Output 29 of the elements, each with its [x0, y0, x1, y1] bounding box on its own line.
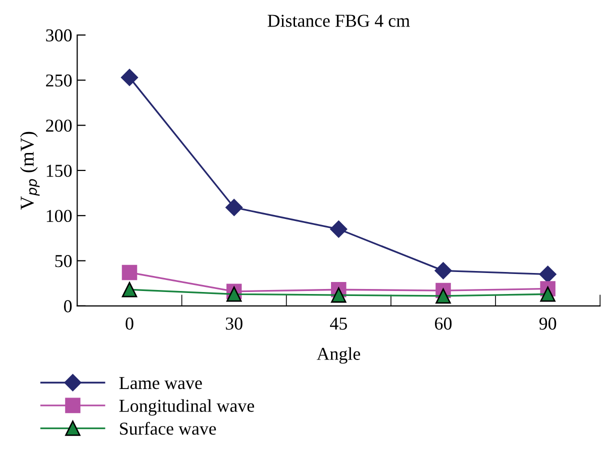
x-tick-label: 90	[539, 318, 556, 330]
y-tick-label: 100	[46, 210, 72, 222]
y-tick-label: 0	[64, 300, 72, 312]
x-tick-label: 0	[126, 318, 134, 330]
y-axis-title: V$_{pp}$ (mV)	[20, 132, 40, 210]
y-tick-label: 150	[46, 164, 72, 177]
point	[120, 68, 138, 86]
legend-label: Surface wave	[120, 422, 216, 435]
point	[226, 198, 243, 216]
y-tick-label: 250	[46, 74, 72, 87]
point	[122, 282, 138, 298]
point	[331, 287, 346, 303]
point	[122, 264, 138, 280]
point	[539, 266, 556, 283]
point	[436, 288, 451, 304]
point	[434, 262, 452, 280]
y-tick-label: 50	[55, 255, 72, 268]
chart-title: Distance FBG 4 cm	[268, 14, 410, 27]
y-tick-label: 200	[46, 120, 72, 132]
x-tick-label: 30	[226, 318, 242, 330]
x-axis-title: Angle	[316, 347, 360, 364]
x-tick-label: 60	[434, 318, 452, 330]
y-tick-label: 300	[46, 29, 72, 42]
point	[330, 220, 348, 238]
legend-label: Longitudinal wave	[119, 399, 254, 416]
point	[540, 286, 556, 302]
point	[226, 286, 242, 302]
x-tick-label: 45	[330, 318, 347, 330]
legend-label: Lame wave	[119, 377, 202, 390]
